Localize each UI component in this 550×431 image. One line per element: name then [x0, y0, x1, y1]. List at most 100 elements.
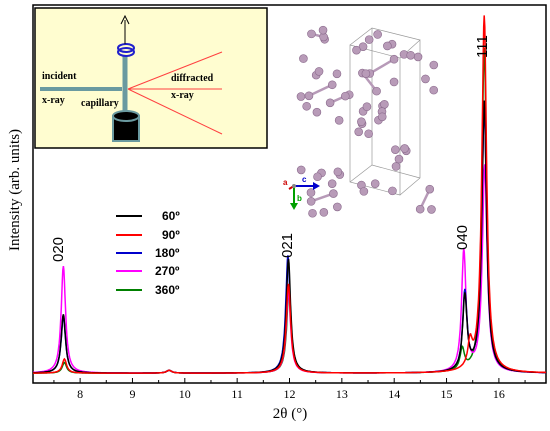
atom-sphere — [389, 77, 399, 87]
atom-sphere — [299, 54, 308, 63]
atom-sphere — [415, 204, 425, 214]
atom-sphere — [421, 74, 430, 84]
atom-sphere — [313, 172, 322, 182]
atom-sphere — [352, 45, 361, 55]
crystal-structure-illustration — [296, 25, 439, 218]
diffracted-beam-down — [127, 88, 223, 135]
atom-sphere — [364, 35, 374, 44]
atom-sphere — [394, 154, 404, 164]
peak-label-020: 020 — [50, 237, 67, 262]
atom-sphere — [327, 179, 337, 188]
x-tick-label: 9 — [129, 387, 135, 401]
atom-sphere — [413, 52, 423, 62]
axis-a-label: a — [283, 178, 288, 187]
unit-cell-box — [349, 27, 421, 196]
atom-sphere — [308, 208, 317, 218]
axes-triad: a c b — [283, 175, 320, 210]
atom-sphere — [307, 29, 316, 39]
atom-sphere — [362, 102, 372, 112]
inset-label-incident-xray: x-ray — [42, 95, 65, 106]
legend-label-180: 180º — [155, 246, 180, 260]
atom-sphere — [296, 92, 306, 101]
inset-label-capillary: capillary — [81, 98, 119, 109]
inset-label-diffracted-xray: x-ray — [171, 90, 194, 101]
atom-sphere — [333, 202, 342, 212]
atom-sphere — [306, 188, 316, 197]
atom-sphere — [304, 91, 314, 101]
peak-label-040: 040 — [454, 225, 471, 250]
atom-sphere — [357, 117, 366, 127]
atom-sphere — [333, 167, 343, 177]
x-axis-title: 2θ (°) — [273, 406, 307, 422]
atom-sphere — [391, 145, 400, 154]
atom-sphere — [314, 67, 324, 76]
atom-sphere — [372, 86, 381, 96]
legend: 60º 90º 180º 270º 360º — [116, 209, 180, 297]
spinner-coil-ring — [117, 47, 135, 57]
atom-sphere — [391, 162, 401, 171]
x-tick-label: 14 — [388, 387, 400, 401]
atom-sphere — [400, 144, 409, 153]
atom-sphere — [364, 129, 373, 139]
atom-sphere — [302, 101, 311, 111]
atom-sphere — [359, 187, 369, 196]
atom-sphere — [312, 107, 322, 117]
x-tick-label: 12 — [284, 387, 296, 401]
legend-label-90: 90º — [162, 228, 180, 242]
axis-b-label: b — [297, 194, 302, 203]
atom-sphere — [354, 127, 363, 137]
atom-sphere — [358, 42, 368, 51]
atom-sphere — [370, 179, 380, 188]
atom-sphere — [383, 41, 392, 51]
axis-origin — [292, 184, 296, 188]
atom-sphere — [406, 50, 415, 60]
axis-c-arrow-head-icon — [313, 182, 320, 190]
peak-label-111: 111 — [474, 35, 491, 58]
x-axis: 8 9 10 11 12 13 14 15 16 — [53, 378, 526, 401]
spinner-coil-icon — [117, 43, 135, 53]
atom-sphere — [318, 25, 328, 35]
legend-label-360: 360º — [155, 283, 180, 297]
atom-sphere — [425, 184, 435, 194]
inset-label-incident: incident — [42, 71, 77, 82]
x-tick-label: 15 — [441, 387, 453, 401]
x-tick-label: 13 — [336, 387, 348, 401]
series-lines — [32, 15, 546, 374]
x-tick-label: 8 — [77, 387, 83, 401]
atom-sphere — [389, 54, 399, 64]
atom-sphere — [329, 189, 338, 198]
x-tick-label: 10 — [179, 387, 191, 401]
atom-bond — [369, 58, 395, 75]
y-axis-title: Intensity (arb. units) — [7, 129, 23, 251]
diffracted-beam-up — [127, 51, 223, 90]
inset-background — [34, 7, 268, 149]
atom-sphere — [373, 30, 382, 39]
legend-label-270: 270º — [155, 264, 180, 278]
atom-sphere — [377, 112, 387, 122]
atom-sphere — [380, 100, 389, 109]
atom-sphere — [325, 98, 335, 108]
atom-sphere — [427, 205, 436, 214]
atom-sphere — [319, 208, 329, 217]
x-tick-label: 16 — [493, 387, 505, 401]
axis-b-arrow-head-icon — [290, 203, 298, 210]
x-tick-label: 11 — [231, 387, 243, 401]
peak-label-021: 021 — [279, 233, 296, 258]
atom-sphere — [429, 60, 439, 70]
atom-sphere — [388, 186, 397, 196]
series-line-90 — [33, 15, 546, 374]
atom-sphere — [296, 165, 306, 175]
atom-sphere — [306, 197, 316, 206]
atom-sphere — [429, 85, 439, 95]
legend-label-60: 60º — [162, 209, 180, 223]
atom-sphere — [341, 91, 350, 101]
inset-label-diffracted: diffracted — [171, 73, 214, 84]
atom-sphere — [327, 80, 337, 90]
inset-schematic: incident x-ray capillary diffracted x-ra… — [34, 7, 268, 149]
atom-sphere — [361, 69, 371, 78]
atom-sphere — [334, 116, 344, 125]
goniometer-top — [112, 110, 140, 122]
axis-c-label: c — [302, 175, 307, 184]
atom-sphere — [332, 69, 342, 79]
